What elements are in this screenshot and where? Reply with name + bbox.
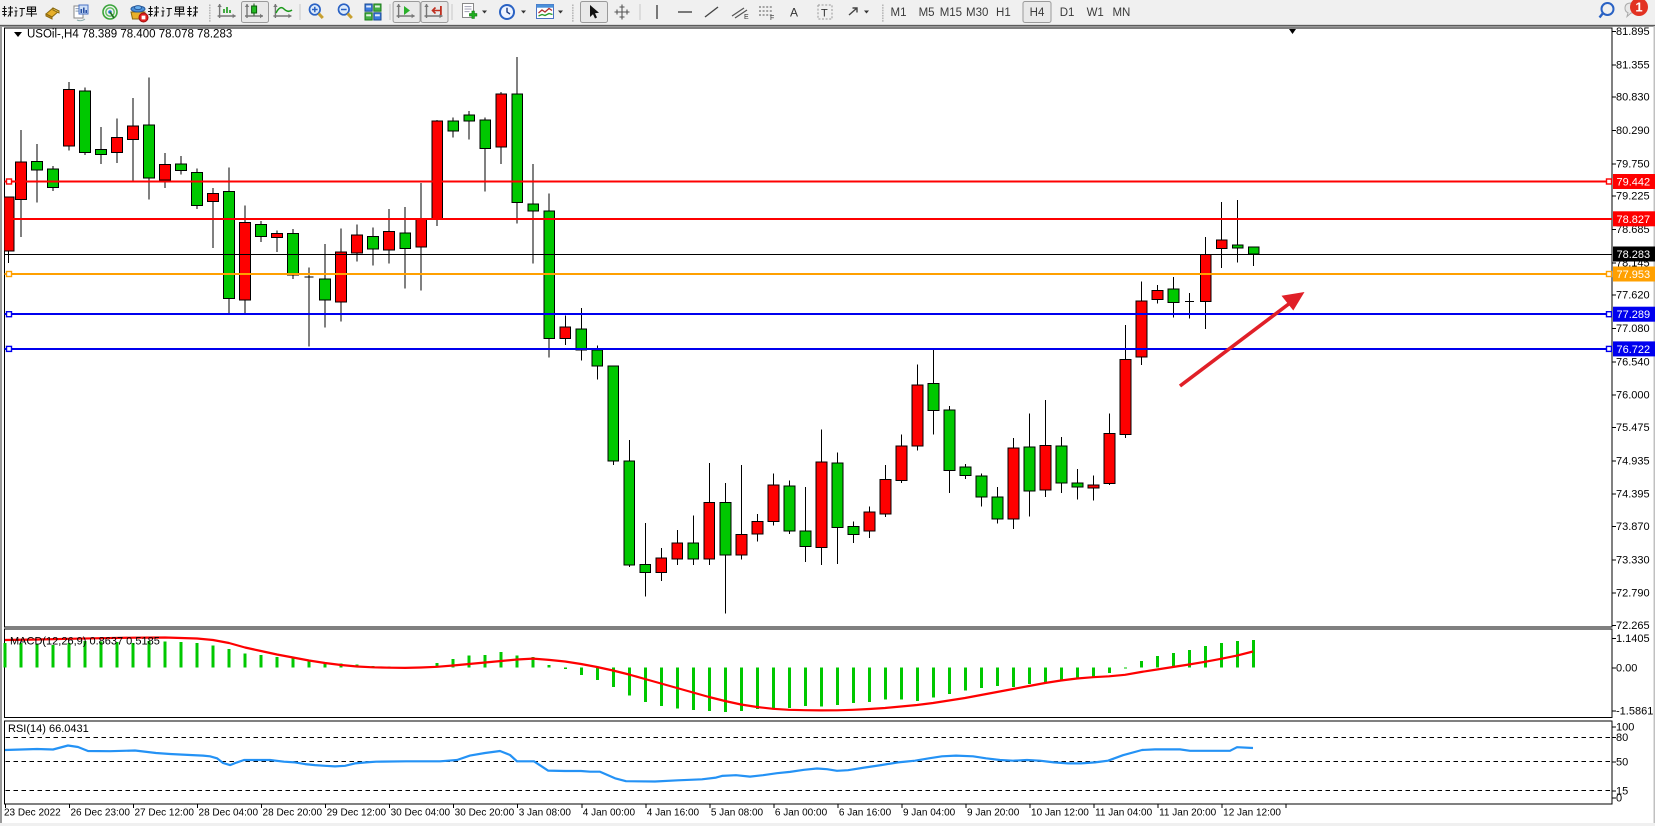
svg-text:0.00: 0.00 [1616, 663, 1637, 675]
svg-text:12 Jan 12:00: 12 Jan 12:00 [1223, 808, 1281, 819]
svg-text:72.790: 72.790 [1616, 588, 1650, 600]
svg-text:28 Dec 20:00: 28 Dec 20:00 [263, 808, 323, 819]
svg-text:28 Dec 04:00: 28 Dec 04:00 [199, 808, 259, 819]
svg-text:MACD(12,26,9) 0.8637 0.5185: MACD(12,26,9) 0.8637 0.5185 [10, 636, 160, 648]
svg-text:M5: M5 [919, 7, 935, 19]
svg-text:M15: M15 [940, 7, 962, 19]
svg-text:76.722: 76.722 [1617, 344, 1651, 356]
svg-text:M30: M30 [966, 7, 988, 19]
svg-text:11 Jan 04:00: 11 Jan 04:00 [1095, 808, 1153, 819]
svg-text:23 Dec 2022: 23 Dec 2022 [4, 808, 61, 819]
svg-text:1: 1 [1635, 0, 1642, 15]
svg-text:10 Jan 12:00: 10 Jan 12:00 [1031, 808, 1089, 819]
svg-text:77.953: 77.953 [1617, 269, 1651, 281]
svg-text:81.895: 81.895 [1616, 26, 1650, 38]
svg-text:9 Jan 20:00: 9 Jan 20:00 [967, 808, 1020, 819]
svg-text:72.265: 72.265 [1616, 620, 1650, 632]
svg-text:H1: H1 [996, 7, 1011, 19]
svg-text:A: A [790, 6, 798, 20]
svg-text:77.620: 77.620 [1616, 290, 1650, 302]
svg-text:77.080: 77.080 [1616, 323, 1650, 335]
svg-text:6 Jan 00:00: 6 Jan 00:00 [775, 808, 828, 819]
svg-text:74.395: 74.395 [1616, 489, 1650, 501]
svg-text:76.540: 76.540 [1616, 356, 1650, 368]
svg-text:78.827: 78.827 [1617, 214, 1651, 226]
svg-text:6 Jan 16:00: 6 Jan 16:00 [839, 808, 892, 819]
svg-text:80.290: 80.290 [1616, 125, 1650, 137]
svg-text:RSI(14) 66.0431: RSI(14) 66.0431 [8, 723, 89, 735]
svg-text:27 Dec 12:00: 27 Dec 12:00 [134, 808, 194, 819]
svg-text:5 Jan 08:00: 5 Jan 08:00 [711, 808, 764, 819]
svg-text:MN: MN [1112, 7, 1130, 19]
svg-text:W1: W1 [1087, 7, 1104, 19]
svg-text:30 Dec 20:00: 30 Dec 20:00 [455, 808, 515, 819]
svg-text:81.355: 81.355 [1616, 59, 1650, 71]
svg-text:9 Jan 04:00: 9 Jan 04:00 [903, 808, 956, 819]
svg-text:T: T [821, 8, 828, 20]
svg-text:80.830: 80.830 [1616, 92, 1650, 104]
svg-text:-1.5861: -1.5861 [1616, 706, 1653, 718]
svg-text:29 Dec 12:00: 29 Dec 12:00 [327, 808, 387, 819]
svg-text:0: 0 [1616, 792, 1622, 804]
svg-text:F: F [770, 15, 774, 22]
svg-text:H4: H4 [1030, 7, 1045, 19]
svg-text:E: E [744, 14, 749, 21]
svg-text:1.1405: 1.1405 [1616, 633, 1650, 645]
svg-text:73.330: 73.330 [1616, 554, 1650, 566]
svg-text:76.000: 76.000 [1616, 390, 1650, 402]
svg-text:4 Jan 16:00: 4 Jan 16:00 [647, 808, 700, 819]
svg-text:75.475: 75.475 [1616, 422, 1650, 434]
svg-text:80: 80 [1616, 732, 1628, 744]
svg-text:74.935: 74.935 [1616, 455, 1650, 467]
svg-text:26 Dec 23:00: 26 Dec 23:00 [70, 808, 130, 819]
svg-text:79.750: 79.750 [1616, 158, 1650, 170]
svg-text:100: 100 [1616, 722, 1634, 734]
svg-text:30 Dec 04:00: 30 Dec 04:00 [391, 808, 451, 819]
svg-text:50: 50 [1616, 757, 1628, 769]
svg-text:78.685: 78.685 [1616, 224, 1650, 236]
svg-text:M1: M1 [891, 7, 907, 19]
svg-text:79.442: 79.442 [1617, 177, 1651, 189]
svg-text:77.289: 77.289 [1617, 309, 1651, 321]
svg-text:3 Jan 08:00: 3 Jan 08:00 [519, 808, 572, 819]
svg-text:D1: D1 [1060, 7, 1075, 19]
svg-text:4 Jan 00:00: 4 Jan 00:00 [583, 808, 636, 819]
svg-text:73.870: 73.870 [1616, 521, 1650, 533]
svg-text:11 Jan 20:00: 11 Jan 20:00 [1159, 808, 1217, 819]
svg-text:79.225: 79.225 [1616, 191, 1650, 203]
svg-text:78.283: 78.283 [1617, 249, 1651, 261]
svg-text:USOil-,H4 78.389 78.400 78.07: USOil-,H4 78.389 78.400 78.078 78.283 [27, 29, 232, 41]
svg-text:15: 15 [1616, 786, 1628, 798]
